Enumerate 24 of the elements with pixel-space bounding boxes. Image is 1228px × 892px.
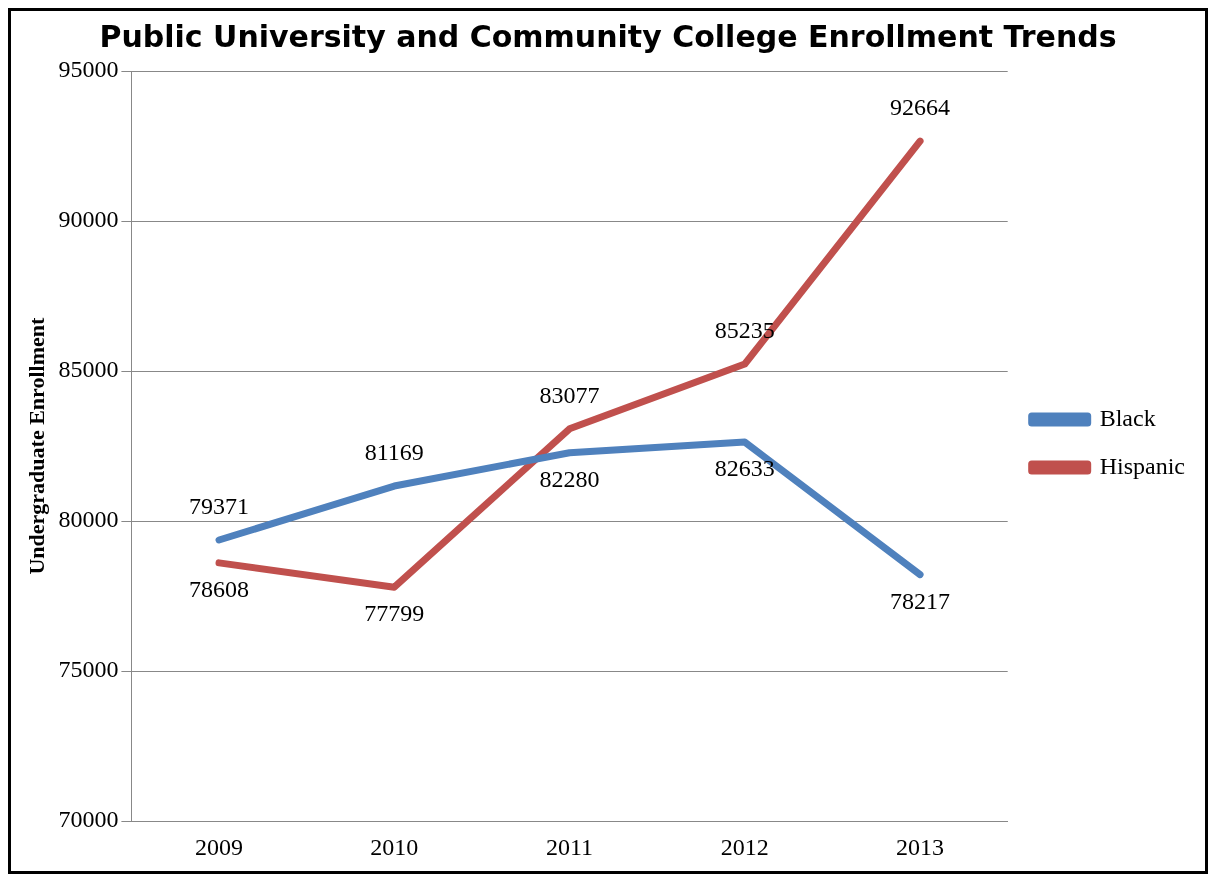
y-tick-label: 90000 bbox=[58, 206, 119, 233]
x-tick-label: 2009 bbox=[195, 833, 244, 860]
y-tick-label: 70000 bbox=[58, 806, 119, 833]
x-tick-label: 2013 bbox=[896, 833, 945, 860]
y-tick-label: 75000 bbox=[58, 656, 119, 683]
data-label: 82280 bbox=[539, 466, 600, 492]
data-label: 81169 bbox=[364, 439, 424, 466]
y-tick-label: 85000 bbox=[58, 356, 119, 383]
legend-label: Hispanic bbox=[1099, 452, 1185, 479]
x-tick-label: 2012 bbox=[720, 833, 769, 860]
data-label: 92664 bbox=[890, 94, 951, 121]
data-label: 79371 bbox=[189, 493, 250, 520]
data-label: 78608 bbox=[189, 576, 250, 603]
data-label: 77799 bbox=[364, 600, 425, 627]
data-label: 82633 bbox=[714, 455, 775, 482]
legend-label: Black bbox=[1099, 404, 1156, 431]
data-label: 78217 bbox=[890, 587, 951, 614]
chart-title: Public University and Community College Enrollment Trends bbox=[99, 18, 1117, 54]
y-axis-title: Undergraduate Enrollment bbox=[23, 317, 49, 575]
x-tick-label: 2010 bbox=[370, 833, 419, 860]
y-tick-label: 95000 bbox=[58, 56, 119, 83]
y-tick-label: 80000 bbox=[58, 506, 119, 533]
data-label: 83077 bbox=[539, 382, 600, 409]
x-tick-label: 2011 bbox=[545, 833, 594, 860]
